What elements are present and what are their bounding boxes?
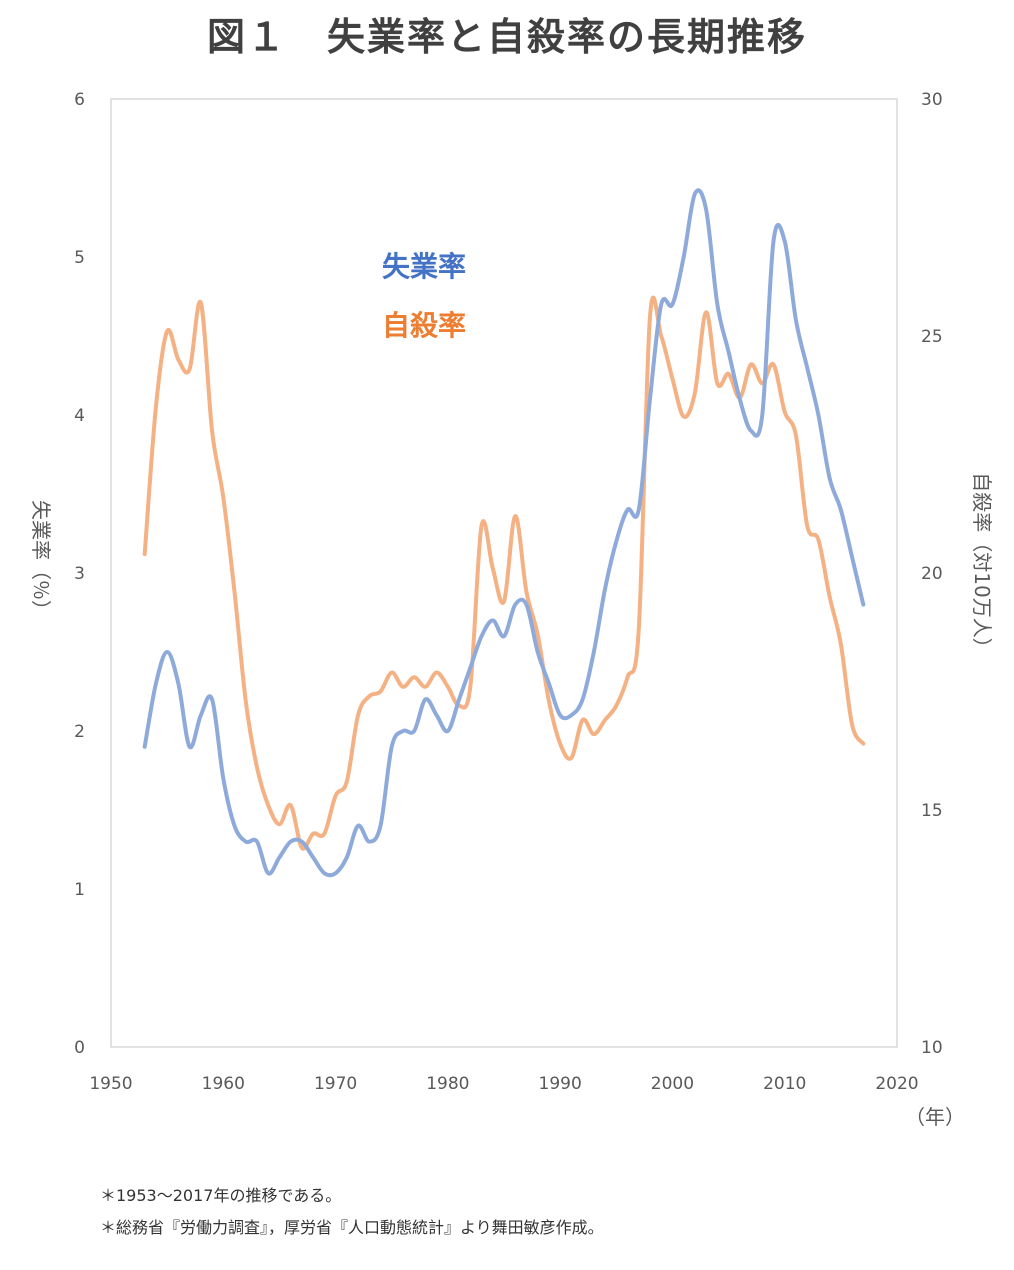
y-left-tick-label: 5 — [74, 248, 85, 268]
x-tick-label: 2000 — [651, 1074, 694, 1094]
y-left-tick-label: 0 — [74, 1038, 85, 1058]
y-right-tick-label: 10 — [921, 1038, 943, 1058]
y-left-tick-label: 1 — [74, 880, 85, 900]
x-tick-label: 1970 — [314, 1074, 357, 1094]
legend-unemployment: 失業率 — [382, 250, 466, 283]
x-tick-label: 1980 — [426, 1074, 469, 1094]
y-left-tick-label: 2 — [74, 722, 85, 742]
legend: 失業率 自殺率 — [382, 250, 466, 342]
chart-title: 図１ 失業率と自殺率の長期推移 — [206, 15, 807, 59]
y-left-tick-label: 4 — [74, 406, 85, 426]
series-layer — [142, 188, 866, 878]
plot-frame — [110, 98, 898, 1048]
x-tick-label: 1950 — [89, 1074, 132, 1094]
y-right-tick-label: 25 — [921, 327, 943, 347]
y-right-tick-label: 20 — [921, 564, 943, 584]
footnote-2: ＊総務省『労働力調査』，厚労省『人口動態統計』より舞田敏彦作成。 — [100, 1218, 604, 1237]
x-axis-unit: （年） — [905, 1105, 965, 1129]
x-tick-label: 1990 — [539, 1074, 582, 1094]
footnote-1: ＊1953～2017年の推移である。 — [100, 1186, 342, 1205]
footnotes: ＊1953～2017年の推移である。 ＊総務省『労働力調査』，厚労省『人口動態統… — [100, 1180, 604, 1244]
unemployment-series-line — [142, 188, 866, 878]
y-left-label: 失業率（％） — [29, 500, 53, 620]
x-tick-label: 1960 — [202, 1074, 245, 1094]
y-left-tick-label: 3 — [74, 564, 85, 584]
x-tick-label: 2010 — [763, 1074, 806, 1094]
suicide-series-line — [142, 295, 866, 851]
y-right-label: 自殺率（対10万人） — [970, 472, 994, 657]
axes-layer: 1950 1960 1970 1980 1990 2000 2010 202001234561… — [74, 90, 942, 1094]
y-right-tick-label: 15 — [921, 801, 943, 821]
x-tick-label: 2020 — [875, 1074, 918, 1094]
y-left-tick-label: 6 — [74, 90, 85, 110]
y-right-tick-label: 30 — [921, 90, 943, 110]
legend-suicide: 自殺率 — [382, 309, 466, 342]
